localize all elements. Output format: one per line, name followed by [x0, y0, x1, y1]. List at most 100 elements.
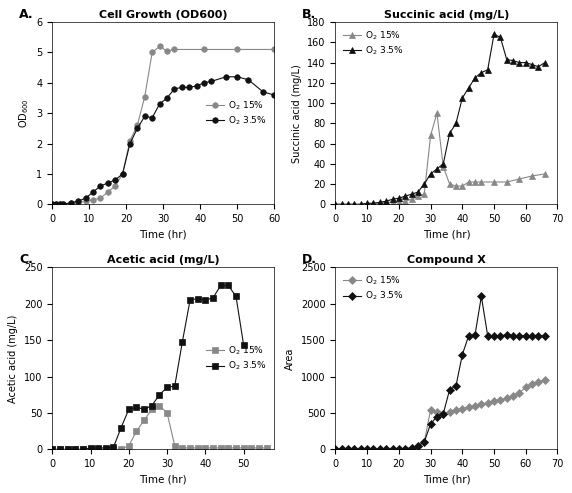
O$_2$ 3.5%	[465, 333, 472, 339]
Line: O$_2$ 3.5%: O$_2$ 3.5%	[49, 74, 277, 207]
O$_2$ 15%	[389, 199, 396, 205]
O$_2$ 15%	[209, 445, 216, 451]
Y-axis label: OD$_{600}$: OD$_{600}$	[17, 98, 31, 128]
O$_2$ 15%	[440, 411, 447, 417]
O$_2$ 15%	[491, 398, 498, 404]
O$_2$ 3.5%	[179, 339, 186, 345]
O$_2$ 15%	[233, 445, 240, 451]
Line: O$_2$ 15%: O$_2$ 15%	[333, 378, 547, 452]
O$_2$ 3.5%	[529, 62, 535, 68]
O$_2$ 15%	[201, 46, 208, 52]
Text: B.: B.	[302, 7, 316, 21]
O$_2$ 3.5%	[484, 333, 491, 339]
O$_2$ 3.5%	[421, 439, 428, 445]
O$_2$ 15%	[370, 200, 377, 206]
O$_2$ 15%	[345, 447, 352, 453]
O$_2$ 15%	[395, 199, 402, 205]
Title: Acetic acid (mg/L): Acetic acid (mg/L)	[107, 255, 220, 265]
O$_2$ 3.5%	[427, 421, 434, 427]
Line: O$_2$ 3.5%: O$_2$ 3.5%	[333, 294, 547, 452]
O$_2$ 3.5%	[164, 95, 170, 101]
X-axis label: Time (hr): Time (hr)	[140, 230, 187, 240]
O$_2$ 3.5%	[171, 86, 178, 92]
O$_2$ 3.5%	[370, 447, 377, 453]
O$_2$ 3.5%	[89, 189, 96, 195]
O$_2$ 3.5%	[332, 201, 339, 207]
O$_2$ 15%	[484, 400, 491, 406]
O$_2$ 15%	[97, 195, 104, 201]
O$_2$ 15%	[529, 381, 535, 387]
O$_2$ 3.5%	[541, 333, 548, 339]
O$_2$ 3.5%	[194, 296, 201, 302]
O$_2$ 15%	[87, 447, 94, 453]
Line: O$_2$ 15%: O$_2$ 15%	[49, 403, 269, 452]
O$_2$ 3.5%	[452, 383, 459, 389]
O$_2$ 3.5%	[245, 77, 252, 83]
O$_2$ 15%	[383, 447, 390, 453]
O$_2$ 3.5%	[541, 60, 548, 66]
O$_2$ 15%	[72, 447, 78, 453]
O$_2$ 3.5%	[358, 201, 364, 207]
Title: Compound X: Compound X	[407, 255, 486, 265]
O$_2$ 15%	[516, 389, 523, 395]
O$_2$ 15%	[80, 447, 86, 453]
O$_2$ 3.5%	[402, 446, 408, 452]
O$_2$ 3.5%	[408, 445, 415, 451]
O$_2$ 3.5%	[209, 295, 216, 301]
O$_2$ 15%	[434, 110, 440, 116]
O$_2$ 15%	[497, 397, 504, 403]
O$_2$ 3.5%	[87, 445, 94, 451]
O$_2$ 3.5%	[223, 74, 229, 80]
O$_2$ 15%	[332, 201, 339, 207]
O$_2$ 3.5%	[271, 92, 278, 98]
O$_2$ 3.5%	[376, 447, 383, 453]
O$_2$ 15%	[104, 189, 111, 195]
O$_2$ 3.5%	[53, 201, 59, 207]
O$_2$ 3.5%	[133, 404, 140, 410]
O$_2$ 3.5%	[67, 200, 74, 206]
O$_2$ 3.5%	[80, 447, 86, 453]
O$_2$ 15%	[395, 446, 402, 452]
O$_2$ 3.5%	[141, 113, 148, 119]
Line: O$_2$ 3.5%: O$_2$ 3.5%	[49, 282, 247, 452]
O$_2$ 3.5%	[260, 89, 267, 95]
O$_2$ 15%	[358, 201, 364, 207]
O$_2$ 15%	[156, 403, 163, 409]
O$_2$ 15%	[503, 395, 510, 401]
O$_2$ 15%	[421, 439, 428, 445]
O$_2$ 3.5%	[358, 447, 364, 453]
O$_2$ 15%	[125, 443, 132, 449]
O$_2$ 15%	[126, 138, 133, 143]
O$_2$ 3.5%	[459, 95, 466, 101]
O$_2$ 3.5%	[364, 447, 371, 453]
O$_2$ 3.5%	[503, 57, 510, 63]
O$_2$ 3.5%	[156, 392, 163, 398]
O$_2$ 15%	[171, 46, 178, 52]
O$_2$ 15%	[134, 122, 141, 128]
O$_2$ 15%	[389, 447, 396, 453]
Y-axis label: Succinic acid (mg/L): Succinic acid (mg/L)	[292, 64, 301, 163]
O$_2$ 3.5%	[119, 171, 126, 177]
O$_2$ 3.5%	[522, 333, 529, 339]
O$_2$ 3.5%	[389, 196, 396, 202]
O$_2$ 15%	[95, 447, 102, 453]
O$_2$ 3.5%	[440, 161, 447, 167]
O$_2$ 15%	[67, 200, 74, 206]
Legend: O$_2$ 15%, O$_2$ 3.5%: O$_2$ 15%, O$_2$ 3.5%	[340, 27, 407, 60]
O$_2$ 15%	[471, 179, 478, 185]
O$_2$ 15%	[172, 443, 178, 449]
O$_2$ 15%	[427, 133, 434, 139]
O$_2$ 3.5%	[364, 200, 371, 206]
O$_2$ 3.5%	[522, 60, 529, 66]
O$_2$ 3.5%	[125, 406, 132, 412]
O$_2$ 3.5%	[233, 293, 240, 299]
O$_2$ 3.5%	[104, 180, 111, 186]
O$_2$ 3.5%	[339, 201, 345, 207]
O$_2$ 3.5%	[434, 414, 440, 420]
O$_2$ 3.5%	[415, 443, 422, 449]
O$_2$ 3.5%	[345, 201, 352, 207]
O$_2$ 15%	[459, 406, 466, 412]
O$_2$ 15%	[256, 445, 263, 451]
O$_2$ 3.5%	[156, 101, 163, 107]
O$_2$ 15%	[225, 445, 232, 451]
